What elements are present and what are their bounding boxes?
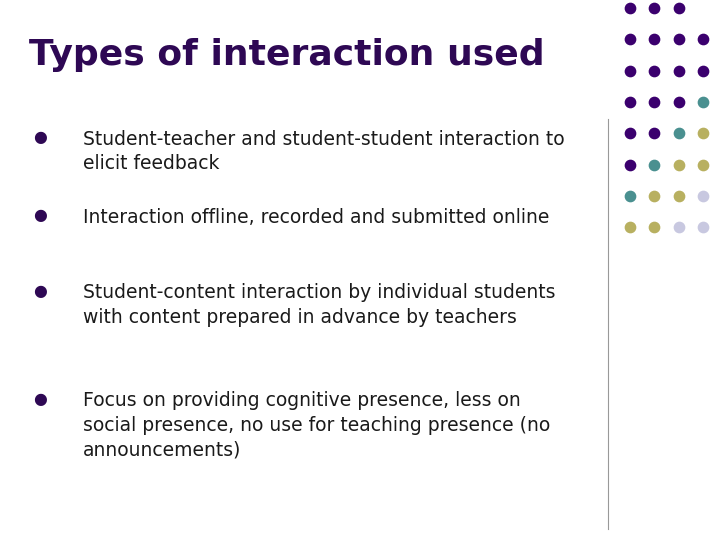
Text: ●: ● [32, 130, 47, 145]
Point [673, 4, 685, 12]
Point [673, 98, 685, 106]
Text: ●: ● [32, 284, 47, 299]
Point [649, 129, 660, 138]
Point [698, 160, 709, 169]
Point [649, 35, 660, 44]
Point [649, 4, 660, 12]
Point [673, 160, 685, 169]
Text: Student-teacher and student-student interaction to
elicit feedback: Student-teacher and student-student inte… [83, 130, 564, 173]
Point [698, 66, 709, 75]
Point [698, 98, 709, 106]
Point [698, 223, 709, 232]
Point [673, 35, 685, 44]
Point [698, 129, 709, 138]
Text: Focus on providing cognitive presence, less on
social presence, no use for teach: Focus on providing cognitive presence, l… [83, 392, 550, 459]
Point [649, 192, 660, 200]
Point [624, 192, 636, 200]
Text: Student-content interaction by individual students
with content prepared in adva: Student-content interaction by individua… [83, 284, 555, 327]
Point [673, 66, 685, 75]
Text: Types of interaction used: Types of interaction used [29, 38, 544, 72]
Point [624, 35, 636, 44]
Text: ●: ● [32, 392, 47, 407]
Point [673, 129, 685, 138]
Point [698, 192, 709, 200]
Point [624, 98, 636, 106]
Point [624, 160, 636, 169]
Point [624, 66, 636, 75]
Point [649, 223, 660, 232]
Point [673, 192, 685, 200]
Text: ●: ● [32, 208, 47, 223]
Point [624, 223, 636, 232]
Point [673, 223, 685, 232]
Point [624, 4, 636, 12]
Point [698, 35, 709, 44]
Point [649, 160, 660, 169]
Point [649, 98, 660, 106]
Point [624, 129, 636, 138]
Point [649, 66, 660, 75]
Text: Interaction offline, recorded and submitted online: Interaction offline, recorded and submit… [83, 208, 549, 227]
